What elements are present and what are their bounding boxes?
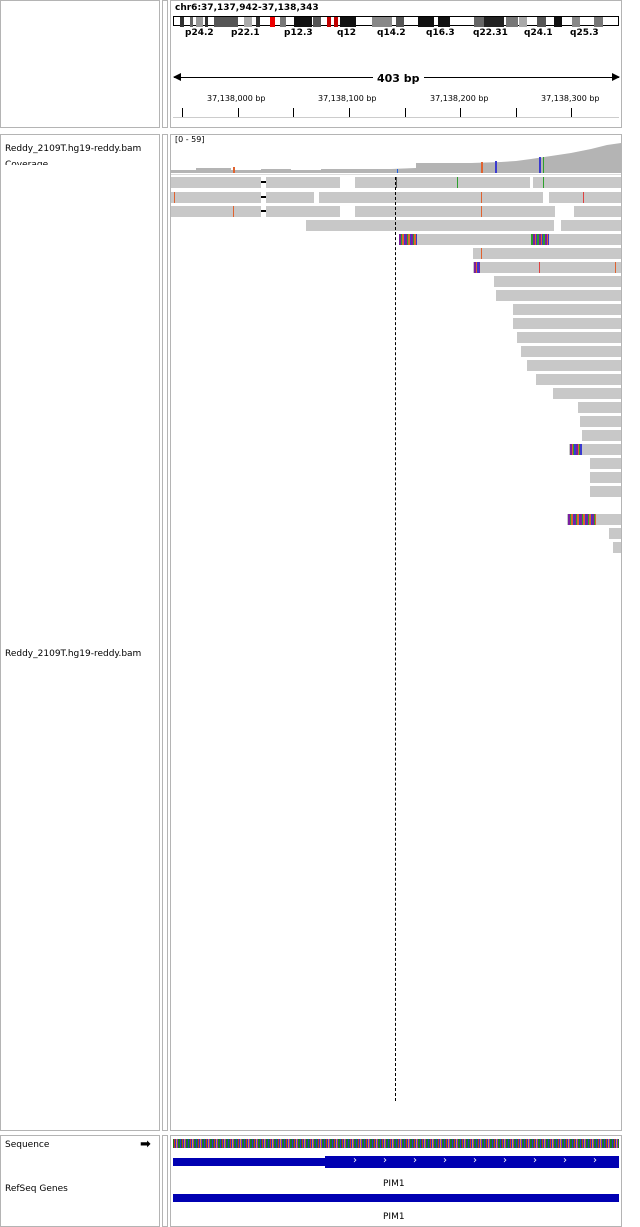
read[interactable] bbox=[266, 177, 340, 188]
attribute-panel-data bbox=[162, 134, 168, 1131]
ruler-tick-label-1: 37,138,100 bp bbox=[318, 94, 377, 103]
read[interactable] bbox=[399, 234, 621, 245]
gene-track-2[interactable] bbox=[173, 1194, 619, 1202]
track-divider bbox=[171, 174, 621, 175]
alignment-track[interactable] bbox=[171, 177, 621, 1127]
arrow-right-icon bbox=[612, 73, 620, 81]
read[interactable] bbox=[306, 220, 554, 231]
read[interactable] bbox=[590, 472, 621, 483]
gene-track-1[interactable]: › › › › › › › › › bbox=[173, 1155, 619, 1168]
read[interactable] bbox=[521, 346, 621, 357]
read[interactable] bbox=[590, 486, 621, 497]
read[interactable] bbox=[473, 248, 621, 259]
read[interactable] bbox=[355, 206, 555, 217]
read[interactable] bbox=[536, 374, 621, 385]
coverage-track[interactable]: [0 - 59] bbox=[171, 135, 621, 173]
read[interactable] bbox=[355, 177, 530, 188]
read[interactable] bbox=[494, 276, 621, 287]
band-label-7: q24.1 bbox=[524, 28, 553, 38]
band-label-1: p22.1 bbox=[231, 28, 260, 38]
band-label-6: q22.31 bbox=[473, 28, 508, 38]
read[interactable] bbox=[569, 444, 621, 455]
band-label-5: q16.3 bbox=[426, 28, 455, 38]
read[interactable] bbox=[171, 192, 261, 203]
read[interactable] bbox=[496, 290, 621, 301]
band-label-8: q25.3 bbox=[570, 28, 599, 38]
arrow-right-icon[interactable]: ➡ bbox=[140, 1137, 151, 1152]
data-panel[interactable]: [0 - 59] bbox=[170, 134, 622, 1131]
sequence-track-name[interactable]: Sequence bbox=[5, 1140, 50, 1150]
center-line bbox=[395, 177, 396, 1101]
read[interactable] bbox=[609, 528, 621, 539]
ruler-tick-label-2: 37,138,200 bp bbox=[430, 94, 489, 103]
band-label-2: p12.3 bbox=[284, 28, 313, 38]
read[interactable] bbox=[549, 192, 621, 203]
coverage-data-range: [0 - 59] bbox=[175, 135, 205, 144]
read[interactable] bbox=[473, 262, 621, 273]
read[interactable] bbox=[561, 220, 621, 231]
band-label-0: p24.2 bbox=[185, 28, 214, 38]
read[interactable] bbox=[553, 388, 621, 399]
header-panel: chr6:37,137,942-37,138,343 p24.2 p22.1 p… bbox=[170, 0, 622, 128]
read[interactable] bbox=[580, 416, 621, 427]
chromosome-ideogram[interactable] bbox=[173, 16, 619, 27]
band-label-4: q14.2 bbox=[377, 28, 406, 38]
band-label-3: q12 bbox=[337, 28, 356, 38]
attribute-panel-top bbox=[162, 0, 168, 128]
read[interactable] bbox=[266, 192, 314, 203]
coverage-track-name[interactable]: Reddy_2109T.hg19-reddy.bam Coverage bbox=[5, 144, 142, 165]
attribute-panel-feature bbox=[162, 1135, 168, 1227]
ruler-tick-label-3: 37,138,300 bp bbox=[541, 94, 600, 103]
read[interactable] bbox=[574, 206, 621, 217]
feature-name-panel: Sequence ➡ RefSeq Genes bbox=[0, 1135, 160, 1227]
read[interactable] bbox=[582, 430, 621, 441]
ruler-tick-label-0: 37,138,000 bp bbox=[207, 94, 266, 103]
read[interactable] bbox=[527, 360, 621, 371]
header-name-panel bbox=[0, 0, 160, 128]
sequence-track[interactable] bbox=[173, 1139, 619, 1148]
read[interactable] bbox=[171, 206, 261, 217]
locus-label: chr6:37,137,942-37,138,343 bbox=[175, 3, 319, 13]
feature-panel[interactable]: › › › › › › › › › PIM1 PIM1 bbox=[170, 1135, 622, 1227]
read[interactable] bbox=[171, 177, 261, 188]
read[interactable] bbox=[513, 304, 621, 315]
read[interactable] bbox=[578, 402, 621, 413]
data-name-panel: Reddy_2109T.hg19-reddy.bam Coverage Redd… bbox=[0, 134, 160, 1131]
read[interactable] bbox=[590, 458, 621, 469]
alignment-track-name[interactable]: Reddy_2109T.hg19-reddy.bam bbox=[5, 649, 142, 659]
read[interactable] bbox=[319, 192, 543, 203]
refseq-track-name[interactable]: RefSeq Genes bbox=[5, 1184, 68, 1194]
read[interactable] bbox=[266, 206, 340, 217]
arrow-left-icon bbox=[173, 73, 181, 81]
read[interactable] bbox=[513, 318, 621, 329]
read[interactable] bbox=[517, 332, 621, 343]
read[interactable] bbox=[533, 177, 621, 188]
gene-label-2: PIM1 bbox=[383, 1212, 405, 1222]
coverage-histogram bbox=[171, 143, 621, 173]
ruler[interactable] bbox=[173, 106, 619, 118]
span-label: 403 bp bbox=[373, 72, 424, 85]
gene-label-1: PIM1 bbox=[383, 1179, 405, 1189]
read[interactable] bbox=[613, 542, 621, 553]
